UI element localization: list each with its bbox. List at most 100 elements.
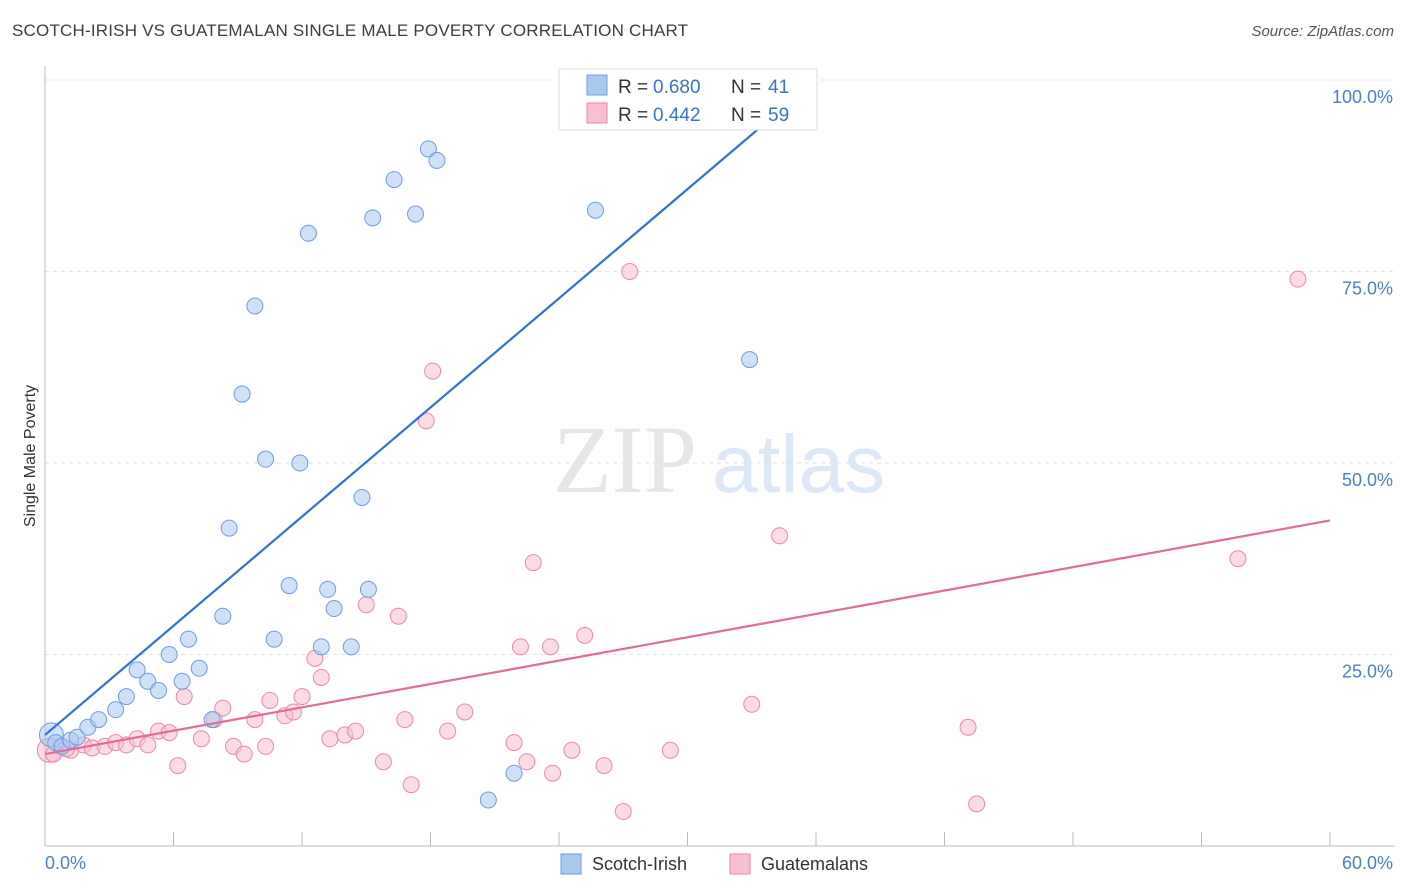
scotch-irish-point [291,454,309,472]
watermark: ZIP atlas [553,406,885,513]
guatemalans-point [293,688,311,706]
guatemalans-point [524,554,542,572]
source-label: Source: ZipAtlas.com [1251,23,1394,40]
legend-n-label-1: N = [731,77,761,98]
guatemalans-point [284,703,302,721]
scotch-irish-point [325,600,343,618]
scotch-irish-point [586,201,604,219]
guatemalans-point [563,741,581,759]
y-tick-label: 50.0% [1342,470,1393,490]
scotch-irish-point [359,580,377,598]
legend-swatch-scotch-irish [586,74,608,96]
scotch-irish-point [419,140,437,158]
scotch-irish-point [128,661,146,679]
scotch-irish-point [741,351,759,369]
series-legend-swatch-scotch-irish [560,853,582,875]
scatter-points [36,140,1307,821]
guatemalans-point [968,795,986,813]
guatemalans-trend-line [44,519,1331,756]
guatemalans-point [312,668,330,686]
series-legend-swatch-guatemalans [729,853,751,875]
legend-r-label-2: R = [618,105,648,126]
guatemalans-point [518,753,536,771]
scotch-irish-point [364,209,382,227]
guatemalans-point [214,699,232,717]
guatemalans-point [621,263,639,280]
guatemalans-point [321,730,339,748]
guatemalans-point [261,691,279,709]
guatemalans-point [402,776,420,794]
guatemalans-point [614,803,632,821]
guatemalans-point [175,688,193,706]
scotch-irish-point [505,764,523,782]
guatemalans-point [374,753,392,771]
y-axis-title: Single Male Poverty [22,385,39,527]
guatemalans-point [595,757,613,775]
scotch-irish-point [299,224,317,242]
x-tick-label: 60.0% [1342,853,1393,873]
guatemalans-point [439,722,457,740]
guatemalans-point [357,596,375,614]
guatemalans-point [1229,550,1247,568]
guatemalans-point [743,695,761,713]
series-legend: Scotch-Irish Guatemalans [560,853,868,875]
y-tick-label: 75.0% [1342,279,1393,299]
scotch-irish-point [312,638,330,656]
trend-lines [44,79,1331,756]
guatemalans-point [347,722,365,740]
legend-n-value-2: 59 [768,105,789,126]
guatemalans-point [1289,270,1307,288]
grid-lines [45,79,1395,655]
scotch-irish-point [68,728,86,746]
series-legend-label-scotch-irish: Scotch-Irish [592,854,687,874]
scotch-irish-point [342,638,360,656]
series-legend-label-guatemalans: Guatemalans [761,854,868,874]
guatemalans-point [511,638,529,656]
y-tick-labels: 25.0% 50.0% 75.0% 100.0% [1332,87,1393,682]
scotch-irish-point [173,672,191,690]
guatemalans-point [541,638,559,656]
guatemalans-point [505,734,523,752]
guatemalans-point [771,527,789,545]
scotch-irish-point [479,791,497,809]
scotch-irish-point [107,701,125,719]
legend-n-value-1: 41 [768,77,789,98]
guatemalans-point [139,736,157,754]
scotch-irish-point [233,385,251,403]
guatemalans-point [417,412,435,430]
scotch-irish-point [160,646,178,663]
scotch-irish-point [385,171,403,189]
scotch-irish-point [150,682,168,700]
guatemalans-point [959,718,977,736]
scotch-irish-point [319,580,337,598]
correlation-legend: R = 0.680 N = 41 R = 0.442 N = 59 [558,68,818,131]
scotch-irish-point [257,450,275,468]
watermark-zip: ZIP [553,406,697,513]
scotch-irish-point [90,711,108,729]
guatemalans-point [661,741,679,759]
legend-n-label-2: N = [731,105,761,126]
x-tick-labels: 0.0% 60.0% [45,853,1393,873]
guatemalans-point [456,703,474,721]
scotch-irish-point [407,205,425,223]
legend-r-label-1: R = [618,77,648,98]
axes [44,66,1395,847]
scotch-irish-point [220,519,238,537]
y-tick-label: 25.0% [1342,662,1393,682]
scotch-irish-point [428,151,446,169]
guatemalans-point [169,757,187,775]
scotch-irish-trend-line [44,79,817,736]
guatemalans-point [192,730,210,748]
watermark-atlas: atlas [712,419,885,510]
guatemalans-point [257,737,275,755]
x-tick-label: 0.0% [45,853,86,873]
guatemalans-point [576,626,594,644]
guatemalans-point [389,607,407,625]
legend-swatch-guatemalans [586,102,608,124]
scotch-irish-point [246,297,264,315]
scotch-irish-point [179,630,197,648]
legend-r-value-1: 0.680 [653,77,701,98]
guatemalans-point [424,362,442,380]
scotch-irish-point [353,488,371,506]
